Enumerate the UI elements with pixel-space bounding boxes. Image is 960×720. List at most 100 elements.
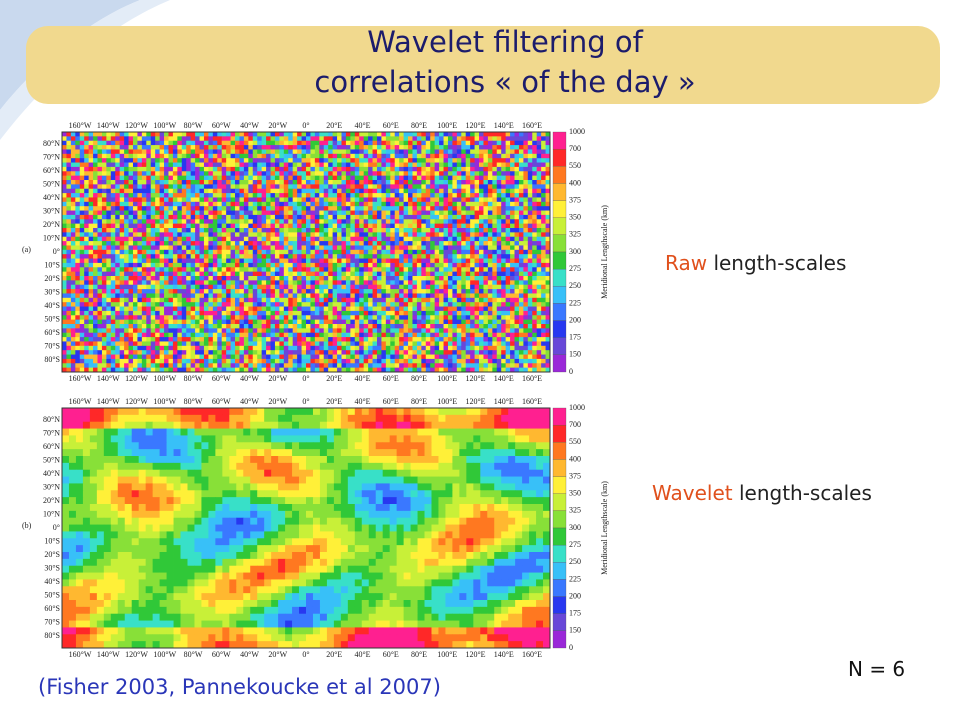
map-cell <box>110 319 116 325</box>
map-cell <box>150 162 156 168</box>
map-cell <box>456 197 462 203</box>
map-cell <box>146 188 152 194</box>
map-cell <box>461 293 467 299</box>
map-cell <box>359 223 365 229</box>
map-cell <box>456 149 462 155</box>
map-cell <box>390 267 396 273</box>
map-cell <box>439 302 444 307</box>
map-cell <box>368 302 373 307</box>
map-cell <box>252 319 258 325</box>
map-cell <box>79 254 85 259</box>
map-cell <box>443 193 449 198</box>
map-cell <box>310 319 316 325</box>
map-cell <box>363 219 369 225</box>
map-cell <box>288 184 294 190</box>
map-cell <box>301 188 307 194</box>
map-cell <box>412 289 418 294</box>
map-cell <box>541 310 546 316</box>
map-cell <box>115 193 121 198</box>
map-cell <box>270 175 276 181</box>
map-cell <box>181 289 187 294</box>
map-cell <box>532 171 538 177</box>
map-cell <box>70 306 76 312</box>
map-cell <box>341 175 347 181</box>
map-cell <box>372 324 378 329</box>
map-cell <box>492 149 498 155</box>
map-cell <box>283 184 289 190</box>
map-cell <box>297 158 302 163</box>
map-cell <box>376 324 382 329</box>
map-cell <box>266 232 271 238</box>
map-cell <box>261 276 267 281</box>
map-cell <box>368 175 373 181</box>
map-cell <box>496 153 502 159</box>
map-cell <box>257 249 263 255</box>
map-cell <box>155 289 160 294</box>
map-cell <box>155 175 160 181</box>
map-cell <box>297 175 302 181</box>
map-cell <box>101 162 107 168</box>
map-cell <box>306 214 311 220</box>
map-cell <box>177 271 183 277</box>
map-cell <box>425 184 431 190</box>
map-cell <box>97 145 103 150</box>
map-cell <box>532 319 538 325</box>
map-cell <box>510 223 515 229</box>
map-cell <box>141 276 147 281</box>
map-cell <box>235 210 240 216</box>
map-cell <box>212 166 218 172</box>
map-cell <box>141 184 147 190</box>
map-cell <box>470 249 475 255</box>
map-cell <box>403 306 409 312</box>
map-cell <box>332 228 338 233</box>
map-cell <box>141 188 147 194</box>
map-cell <box>266 271 271 277</box>
map-cell <box>479 180 484 185</box>
map-cell <box>79 180 85 185</box>
map-cell <box>452 206 458 211</box>
map-cell <box>487 166 493 172</box>
map-cell <box>62 201 67 207</box>
map-cell <box>319 197 325 203</box>
map-cell <box>159 324 165 329</box>
map-cell <box>443 180 449 185</box>
map-cell <box>314 232 320 238</box>
map-cell <box>252 219 258 225</box>
map-cell <box>195 241 200 246</box>
map-cell <box>297 276 302 281</box>
map-cell <box>483 306 489 312</box>
map-cell <box>368 258 373 264</box>
map-cell <box>545 166 551 172</box>
map-cell <box>252 254 258 259</box>
map-cell <box>452 132 458 137</box>
map-cell <box>381 306 387 312</box>
map-cell <box>177 328 183 334</box>
map-cell <box>119 310 125 316</box>
map-cell <box>434 267 440 273</box>
map-cell <box>62 140 67 146</box>
map-cell <box>226 223 231 229</box>
map-cell <box>141 262 147 268</box>
map-cell <box>416 140 422 146</box>
map-cell <box>337 132 342 137</box>
map-cell <box>341 293 347 299</box>
map-cell <box>518 158 524 163</box>
map-cell <box>66 193 72 198</box>
map-cell <box>270 315 276 321</box>
map-cell <box>84 180 90 185</box>
map-cell <box>545 289 551 294</box>
map-cell <box>403 223 409 229</box>
map-cell <box>447 166 453 172</box>
map-cell <box>88 271 94 277</box>
map-cell <box>190 324 196 329</box>
map-cell <box>252 214 258 220</box>
map-cell <box>243 175 249 181</box>
map-cell <box>243 276 249 281</box>
map-cell <box>403 267 409 273</box>
map-cell <box>279 254 285 259</box>
map-cell <box>93 315 98 321</box>
map-cell <box>425 132 431 137</box>
map-cell <box>274 223 280 229</box>
map-cell <box>394 280 400 286</box>
map-cell <box>439 136 444 142</box>
